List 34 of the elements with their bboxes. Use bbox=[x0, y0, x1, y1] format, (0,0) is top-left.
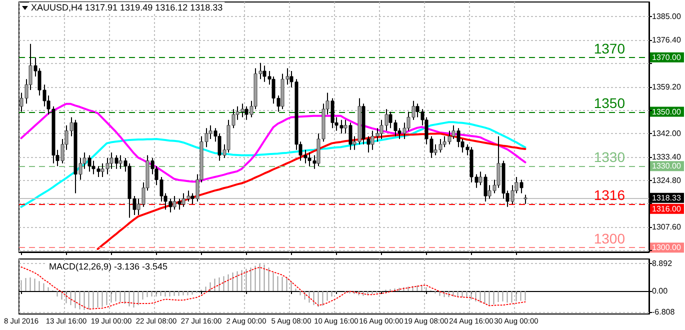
chart-title: XAUUSD,H4 1317.91 1319.49 1316.12 1318.33 bbox=[31, 2, 223, 12]
y-tick-label: -6.808 bbox=[652, 307, 676, 316]
text: 1318.33 bbox=[652, 193, 682, 202]
ref-line-label: 1350 bbox=[594, 94, 626, 111]
y-tick-label: 8.892 bbox=[652, 259, 673, 268]
candlestick bbox=[190, 192, 194, 205]
candlestick bbox=[114, 154, 118, 170]
text: 1370.00 bbox=[652, 52, 682, 62]
ref-line-label: 1330 bbox=[594, 149, 626, 166]
ref-line-label: 1316 bbox=[594, 187, 626, 204]
y-tick-label: 1307.60 bbox=[652, 222, 682, 232]
line-series bbox=[20, 121, 526, 208]
text: 1350.00 bbox=[652, 107, 682, 116]
text: 1300.00 bbox=[652, 243, 682, 252]
y-tick-label: 1359.20 bbox=[652, 82, 682, 92]
candlestick bbox=[484, 174, 488, 202]
candlestick bbox=[348, 122, 352, 150]
y-tick-label: 1333.40 bbox=[652, 152, 682, 162]
y-tick-label: 1376.40 bbox=[652, 36, 682, 45]
ref-line-label: 1370 bbox=[594, 40, 626, 56]
text: 1330.00 bbox=[652, 162, 682, 171]
candlestick bbox=[88, 154, 92, 172]
y-tick-label: 0.00 bbox=[652, 286, 668, 296]
ref-line-label: 1300 bbox=[594, 230, 626, 247]
chart-title: MACD(12,26,9) -3.136 -3.545 bbox=[49, 262, 168, 272]
candlestick bbox=[178, 198, 182, 210]
candlestick bbox=[244, 106, 248, 120]
y-tick-label: 1342.00 bbox=[652, 129, 682, 138]
candlestick bbox=[524, 194, 528, 204]
y-tick-label: 1385.00 bbox=[652, 12, 682, 22]
candlestick bbox=[520, 179, 524, 194]
candlestick bbox=[330, 98, 334, 129]
text: 1316.00 bbox=[652, 204, 682, 214]
y-tick-label: 1324.80 bbox=[652, 176, 682, 185]
